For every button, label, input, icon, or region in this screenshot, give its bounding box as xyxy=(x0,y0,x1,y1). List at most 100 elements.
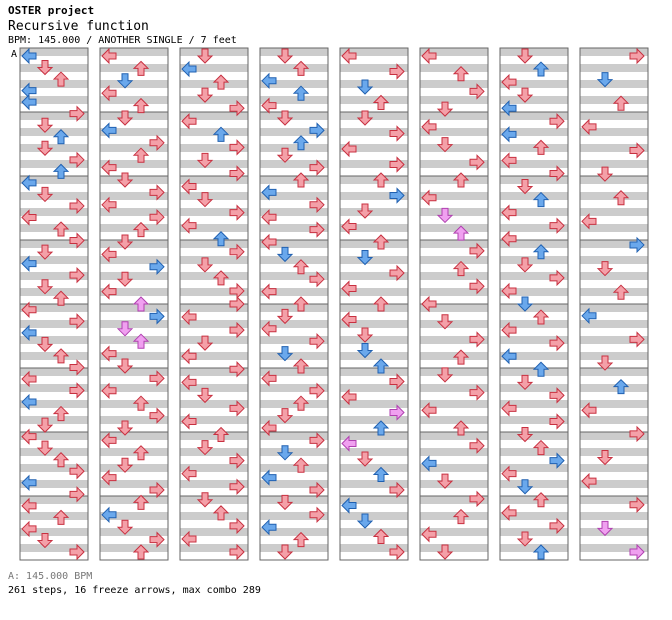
step-arrow xyxy=(372,358,390,374)
step-arrow xyxy=(101,47,117,65)
beat-stripe xyxy=(340,464,408,472)
beat-stripe xyxy=(420,320,488,328)
step-arrow xyxy=(501,126,517,143)
beat-stripe xyxy=(500,144,568,152)
beat-stripe xyxy=(260,48,328,56)
beat-stripe xyxy=(500,64,568,72)
step-arrow xyxy=(212,126,230,142)
step-arrow xyxy=(501,321,517,339)
beat-stripe xyxy=(260,416,328,424)
step-arrow xyxy=(581,213,597,230)
step-arrow xyxy=(196,192,214,208)
beat-stripe xyxy=(260,480,328,488)
beat-stripe xyxy=(340,272,408,280)
step-arrow xyxy=(501,504,517,522)
step-arrow xyxy=(596,520,614,537)
step-arrow xyxy=(149,481,165,499)
beat-stripe xyxy=(580,240,648,248)
step-arrow xyxy=(149,407,165,424)
step-arrow xyxy=(229,361,245,378)
measure-box xyxy=(499,495,569,561)
step-arrow xyxy=(196,87,214,103)
step-arrow xyxy=(69,232,85,249)
beat-stripe xyxy=(180,352,248,360)
beat-stripe xyxy=(100,512,168,520)
step-arrow xyxy=(309,481,325,499)
beat-stripe xyxy=(420,64,488,72)
step-arrow xyxy=(36,60,54,76)
beat-stripe xyxy=(420,160,488,168)
beat-stripe xyxy=(420,528,488,536)
measure-box xyxy=(179,495,249,561)
beat-stripe xyxy=(180,384,248,392)
beat-stripe xyxy=(500,512,568,520)
beat-stripe xyxy=(500,256,568,264)
beat-stripe xyxy=(100,256,168,264)
beat-stripe xyxy=(340,368,408,376)
step-arrow xyxy=(581,402,597,419)
step-arrow xyxy=(452,420,470,436)
step-arrow xyxy=(549,217,565,234)
step-arrow xyxy=(36,532,54,549)
beat-stripe xyxy=(340,480,408,488)
step-arrow xyxy=(212,270,230,286)
beat-stripe xyxy=(180,416,248,424)
step-arrow xyxy=(309,159,325,176)
beat-stripe xyxy=(580,160,648,168)
beat-stripe xyxy=(340,288,408,296)
beat-stripe xyxy=(20,80,88,88)
step-arrow xyxy=(341,497,357,514)
step-arrow xyxy=(341,47,357,65)
step-arrow xyxy=(21,174,37,192)
step-arrow xyxy=(421,189,437,206)
step-arrow xyxy=(549,334,565,352)
beat-stripe xyxy=(580,432,648,440)
step-arrow xyxy=(116,321,134,337)
beat-stripe xyxy=(100,128,168,136)
step-arrow xyxy=(21,497,37,515)
step-arrow xyxy=(21,47,37,65)
beat-stripe xyxy=(260,400,328,408)
step-arrow xyxy=(372,94,390,110)
step-arrow xyxy=(341,311,357,328)
step-arrow xyxy=(612,378,630,395)
step-arrow xyxy=(101,159,117,176)
step-arrow xyxy=(36,117,54,133)
beat-stripe xyxy=(580,272,648,280)
step-arrow xyxy=(452,349,470,365)
step-arrow xyxy=(261,419,277,437)
beat-stripe xyxy=(20,416,88,424)
beat-stripe xyxy=(180,240,248,248)
beat-stripe xyxy=(100,336,168,344)
beat-stripe xyxy=(180,496,248,504)
beat-stripe xyxy=(20,288,88,296)
step-arrow xyxy=(549,413,565,430)
beat-stripe xyxy=(500,448,568,456)
beat-stripe xyxy=(340,384,408,392)
beat-stripe xyxy=(340,432,408,440)
step-arrow xyxy=(132,147,150,163)
step-arrow xyxy=(292,395,310,411)
beat-stripe xyxy=(420,304,488,312)
step-arrow xyxy=(532,309,550,325)
beat-stripe xyxy=(500,80,568,88)
beat-stripe xyxy=(420,112,488,120)
step-arrow xyxy=(261,370,277,387)
beat-stripe xyxy=(580,336,648,344)
step-arrow xyxy=(549,113,565,130)
step-arrow xyxy=(372,420,390,436)
step-arrow xyxy=(532,439,550,456)
beat-stripe xyxy=(20,528,88,536)
step-arrow xyxy=(229,165,245,182)
step-arrow xyxy=(69,486,85,503)
beat-stripe xyxy=(420,384,488,392)
beat-stripe xyxy=(180,304,248,312)
step-arrow xyxy=(196,440,214,456)
beat-stripe xyxy=(580,448,648,456)
step-arrow xyxy=(21,474,37,491)
beat-stripe xyxy=(580,528,648,536)
step-arrow xyxy=(116,420,134,436)
beat-stripe xyxy=(100,432,168,440)
beat-stripe xyxy=(420,368,488,376)
step-arrow xyxy=(532,492,550,508)
